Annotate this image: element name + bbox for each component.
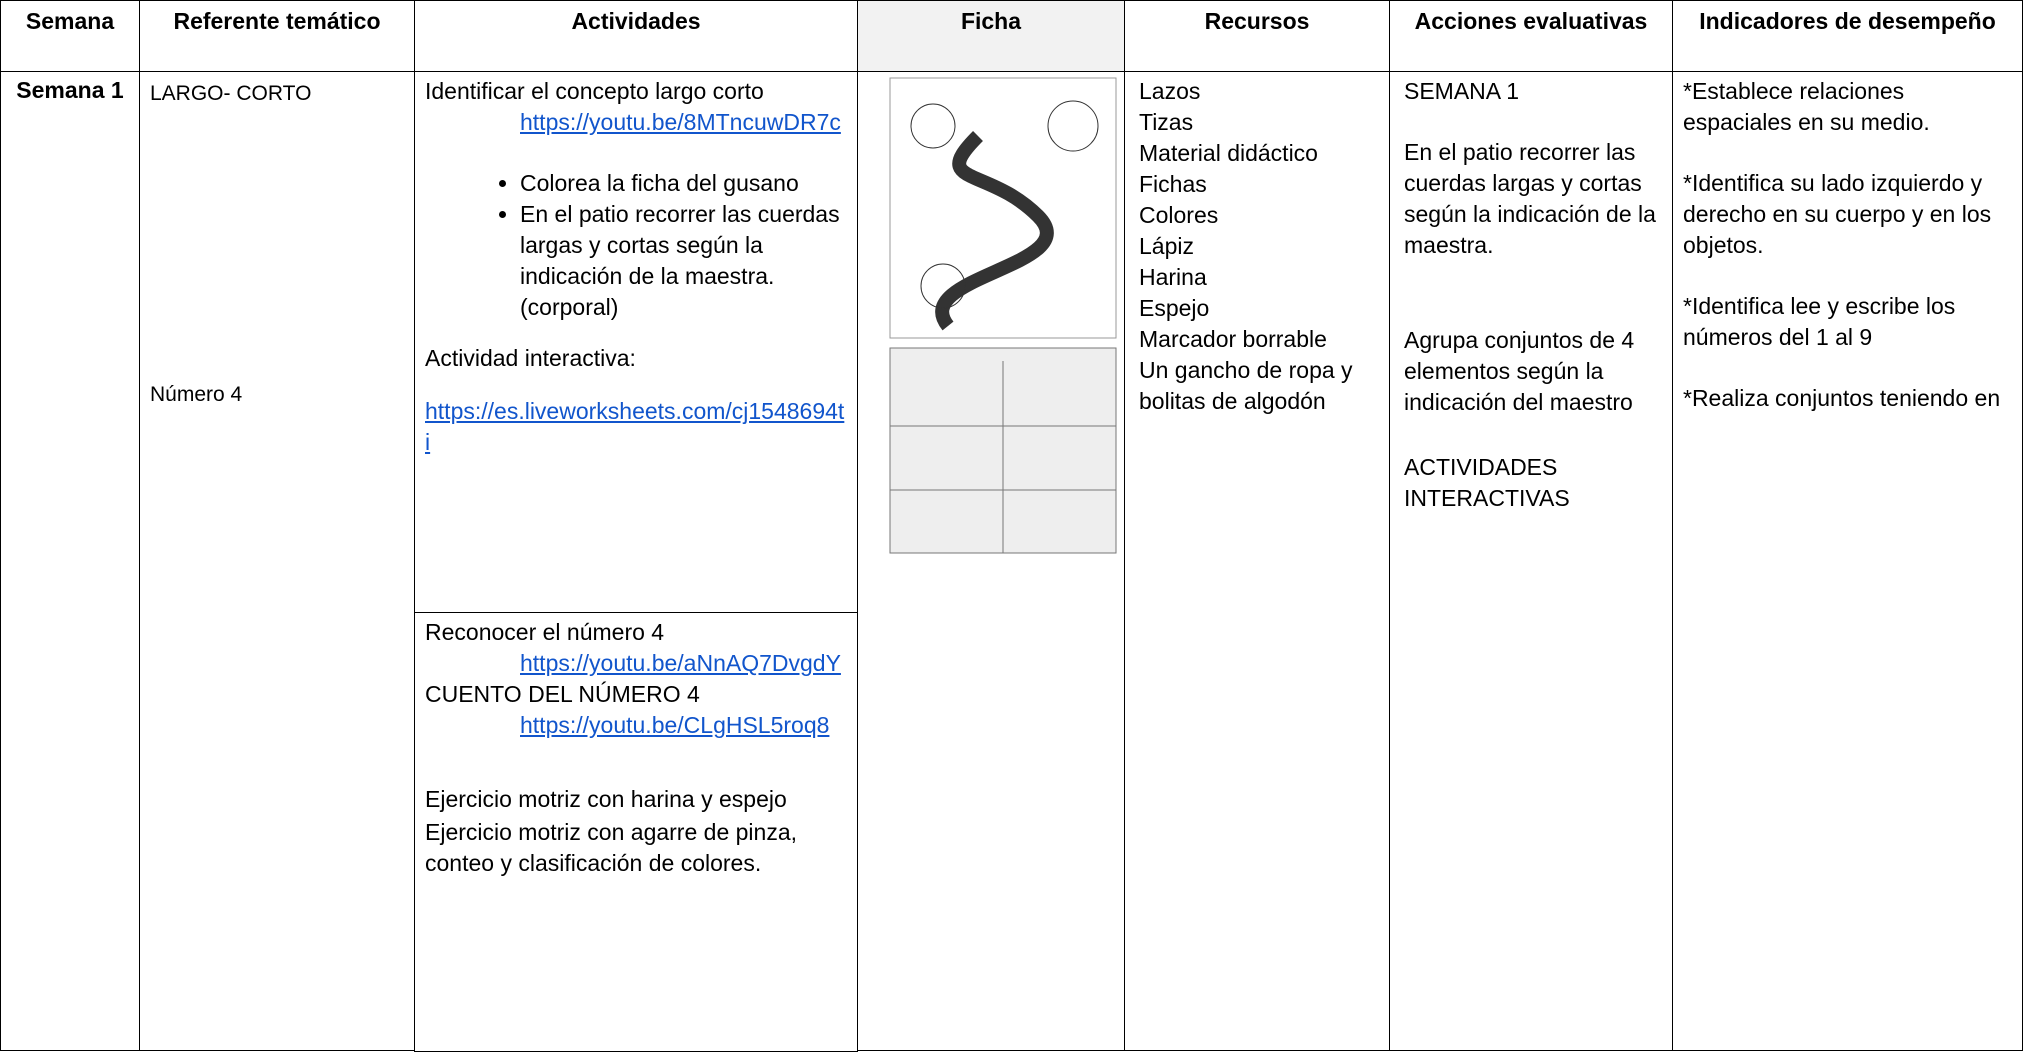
worksheet <box>889 77 1117 339</box>
header-cell: Referente temático <box>139 0 415 72</box>
resource: Lápiz <box>1139 233 1194 259</box>
bullet: En el patio recorrer las cuerdas largas … <box>520 199 847 323</box>
indicadores-cell: *Establece relaciones espaciales en su m… <box>1672 71 2023 1051</box>
text: *Identifica lee y escribe los números de… <box>1683 293 1956 350</box>
resource: Fichas <box>1139 171 1207 197</box>
text: ACTIVIDADES INTERACTIVAS <box>1404 454 1570 511</box>
header-cell: Semana <box>0 0 140 72</box>
text: CUENTO DEL NÚMERO 4 <box>425 681 700 707</box>
dog <box>1047 100 1099 152</box>
header-cell: Ficha <box>857 0 1125 72</box>
text: Agrupa conjuntos de 4 elementos según la… <box>1404 327 1635 415</box>
resource: Un gancho de ropa y bolitas de algodón <box>1139 357 1353 414</box>
bullet: Colorea la ficha del gusano <box>520 168 847 199</box>
resource: Marcador borrable <box>1139 326 1327 352</box>
header-cell: Recursos <box>1124 0 1390 72</box>
resource: Espejo <box>1139 295 1210 321</box>
link[interactable]: https://es.liveworksheets.com/cj1548694t… <box>425 398 845 455</box>
resource: Harina <box>1139 264 1207 290</box>
referente: LARGO- CORTO <box>150 82 312 105</box>
resource: Material didáctico <box>1139 140 1318 166</box>
activities-cell: Reconocer el número 4 https://youtu.be/a… <box>414 612 858 1052</box>
text: *Establece relaciones espaciales en su m… <box>1683 78 1930 135</box>
header-cell: Acciones evaluativas <box>1389 0 1673 72</box>
text: SEMANA 1 <box>1404 78 1520 104</box>
text: *Realiza conjuntos teniendo en <box>1683 385 2001 411</box>
text: Ejercicio motriz con agarre de pinza, co… <box>425 819 797 876</box>
acciones-cell: SEMANA 1 En el patio recorrer las cuerda… <box>1389 71 1673 1051</box>
recursos-cell: Lazos Tizas Material didáctico Fichas Colore… <box>1124 71 1390 1051</box>
text: Ejercicio motriz con harina y espejo <box>425 786 787 812</box>
activities-cell: Identificar el concepto largo corto http… <box>414 71 858 613</box>
resource: Colores <box>1139 202 1219 228</box>
dog <box>910 103 956 149</box>
ficha-cell <box>857 71 1125 1051</box>
text: Reconocer el número 4 <box>425 619 665 645</box>
resource: Tizas <box>1139 109 1194 135</box>
link[interactable]: https://youtu.be/aNnAQ7DvgdY <box>520 650 841 676</box>
grid <box>890 361 1116 553</box>
link[interactable]: https://youtu.be/8MTncuwDR7c <box>520 109 841 135</box>
path-drawing <box>935 131 1054 331</box>
text: *Identifica su lado izquierdo y derecho … <box>1683 170 1992 258</box>
dog <box>920 263 966 309</box>
header-cell: Actividades <box>414 0 858 72</box>
resource: Lazos <box>1139 78 1201 104</box>
semana-cell: Semana 1 <box>0 71 140 1051</box>
text: Identificar el concepto largo corto <box>425 78 764 104</box>
link[interactable]: https://youtu.be/CLgHSL5roq8 <box>520 712 830 738</box>
referente: Número 4 <box>150 383 243 406</box>
text: Actividad interactiva: <box>425 345 636 371</box>
worksheet-images <box>889 77 1117 554</box>
referente-cell: LARGO- CORTO Número 4 <box>139 71 415 1051</box>
text: En el patio recorrer las cuerdas largas … <box>1404 139 1656 258</box>
list: Colorea la ficha del gusano En el patio … <box>425 168 847 323</box>
header-cell: Indicadores de desempeño <box>1672 0 2023 72</box>
